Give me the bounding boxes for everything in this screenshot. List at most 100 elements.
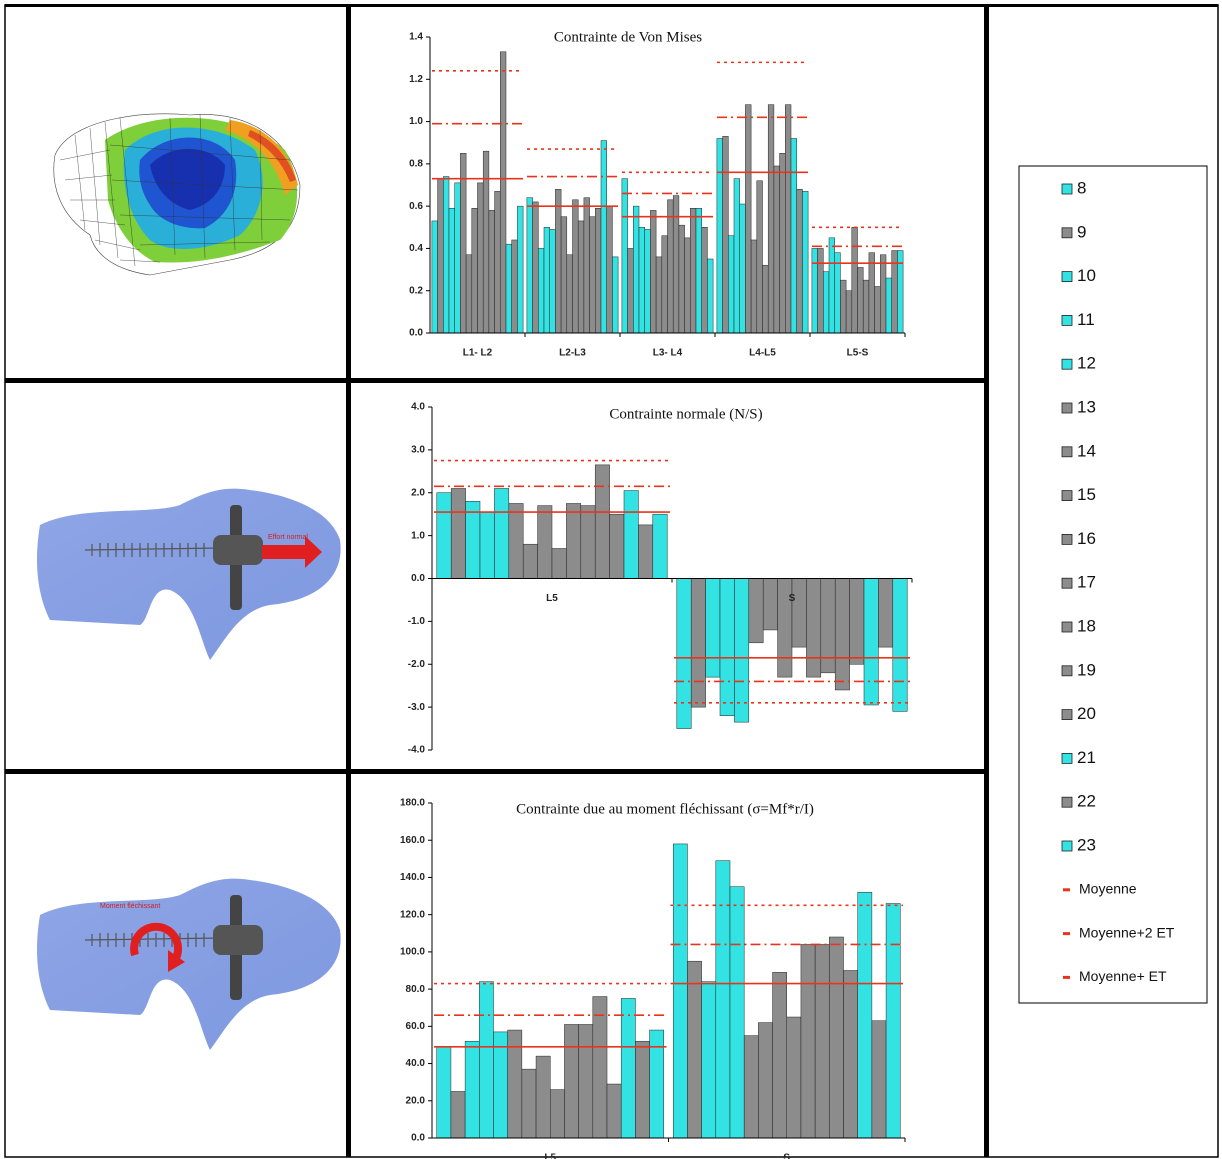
x-tick-label: L3- L4 bbox=[653, 348, 683, 359]
x-tick-label: S bbox=[789, 593, 796, 604]
bar bbox=[758, 1022, 773, 1139]
y-tick-label: 100.0 bbox=[400, 947, 425, 958]
bar bbox=[811, 248, 818, 334]
bar bbox=[729, 886, 745, 1139]
bar bbox=[773, 165, 780, 334]
bar bbox=[802, 191, 809, 334]
mesh-image bbox=[53, 113, 301, 276]
bar bbox=[595, 208, 602, 334]
bar bbox=[526, 197, 533, 334]
bar bbox=[550, 1089, 565, 1139]
bar bbox=[734, 578, 750, 723]
x-tick-label: L1- L2 bbox=[463, 348, 493, 359]
bar bbox=[829, 936, 844, 1139]
bar bbox=[828, 237, 835, 334]
bar bbox=[820, 578, 836, 674]
bar bbox=[701, 227, 708, 334]
bar bbox=[538, 248, 545, 334]
bar bbox=[843, 970, 858, 1139]
legend-label: 13 bbox=[1077, 397, 1096, 416]
bar bbox=[840, 279, 847, 334]
legend-label: 20 bbox=[1077, 704, 1096, 723]
y-tick-label: 120.0 bbox=[400, 909, 425, 920]
legend-swatch bbox=[1061, 446, 1073, 458]
bar bbox=[878, 578, 894, 648]
legend-swatch bbox=[1061, 534, 1073, 545]
legend-swatch bbox=[1061, 577, 1073, 589]
bar bbox=[851, 227, 858, 334]
bar bbox=[857, 267, 864, 334]
bar bbox=[786, 1016, 802, 1139]
legend-swatch bbox=[1061, 753, 1073, 764]
legend-swatch bbox=[1061, 665, 1073, 677]
bar bbox=[739, 203, 746, 334]
legend-label: 18 bbox=[1077, 616, 1096, 635]
legend-label: 15 bbox=[1077, 485, 1096, 504]
bar bbox=[623, 490, 639, 579]
y-tick-label: -3.0 bbox=[408, 702, 426, 713]
bar bbox=[560, 216, 568, 334]
bar bbox=[701, 981, 717, 1139]
y-tick-label: 0.4 bbox=[409, 243, 423, 254]
bar bbox=[661, 235, 668, 334]
bar bbox=[857, 892, 873, 1139]
bar bbox=[868, 252, 875, 334]
bar bbox=[494, 191, 501, 334]
bar bbox=[863, 578, 879, 706]
bar bbox=[745, 104, 752, 334]
bar bbox=[543, 227, 550, 334]
bar bbox=[535, 1055, 551, 1139]
bar bbox=[620, 998, 636, 1139]
bar bbox=[638, 524, 654, 579]
legend-label: 22 bbox=[1077, 792, 1096, 811]
bar bbox=[465, 501, 481, 579]
bar bbox=[488, 210, 495, 334]
chart-title: Contrainte normale (N/S) bbox=[609, 406, 762, 422]
bar bbox=[580, 505, 596, 579]
bar bbox=[609, 513, 625, 579]
y-tick-label: -1.0 bbox=[408, 616, 426, 627]
bar bbox=[823, 271, 830, 334]
bar bbox=[477, 182, 484, 334]
legend-swatch bbox=[1061, 402, 1073, 414]
bar bbox=[834, 578, 850, 691]
bar bbox=[790, 138, 797, 334]
y-tick-label: 1.0 bbox=[409, 116, 423, 127]
bar bbox=[479, 981, 494, 1139]
bar bbox=[633, 205, 640, 334]
bar bbox=[655, 256, 663, 334]
bar bbox=[871, 1020, 887, 1139]
bar bbox=[650, 210, 657, 334]
bar bbox=[676, 578, 692, 729]
bar bbox=[762, 578, 778, 631]
bar bbox=[566, 503, 582, 579]
bar bbox=[532, 201, 539, 334]
y-tick-label: 3.0 bbox=[411, 445, 425, 456]
bar bbox=[572, 199, 579, 334]
bar bbox=[705, 578, 721, 678]
bar bbox=[684, 237, 691, 334]
bar bbox=[716, 138, 723, 334]
legend-swatch bbox=[1061, 314, 1073, 326]
bar bbox=[479, 511, 495, 579]
bar bbox=[687, 960, 702, 1139]
bar bbox=[862, 279, 870, 334]
y-tick-label: 140.0 bbox=[400, 872, 425, 883]
bar bbox=[748, 578, 764, 644]
bar bbox=[707, 258, 714, 334]
bar bbox=[785, 104, 792, 334]
bar bbox=[874, 286, 881, 334]
chart-title: Contrainte de Von Mises bbox=[554, 29, 702, 45]
bar bbox=[779, 153, 786, 334]
legend-label: Moyenne+ ET bbox=[1079, 968, 1167, 984]
legend-label: 23 bbox=[1077, 835, 1096, 854]
bar bbox=[756, 180, 763, 334]
bar bbox=[521, 1068, 537, 1139]
bar bbox=[715, 860, 731, 1139]
y-tick-label: 0.0 bbox=[411, 1133, 425, 1144]
bar bbox=[508, 503, 524, 579]
y-tick-label: 20.0 bbox=[406, 1095, 426, 1106]
legend-label: 11 bbox=[1077, 310, 1095, 329]
bar bbox=[437, 178, 444, 334]
bar bbox=[606, 205, 613, 334]
